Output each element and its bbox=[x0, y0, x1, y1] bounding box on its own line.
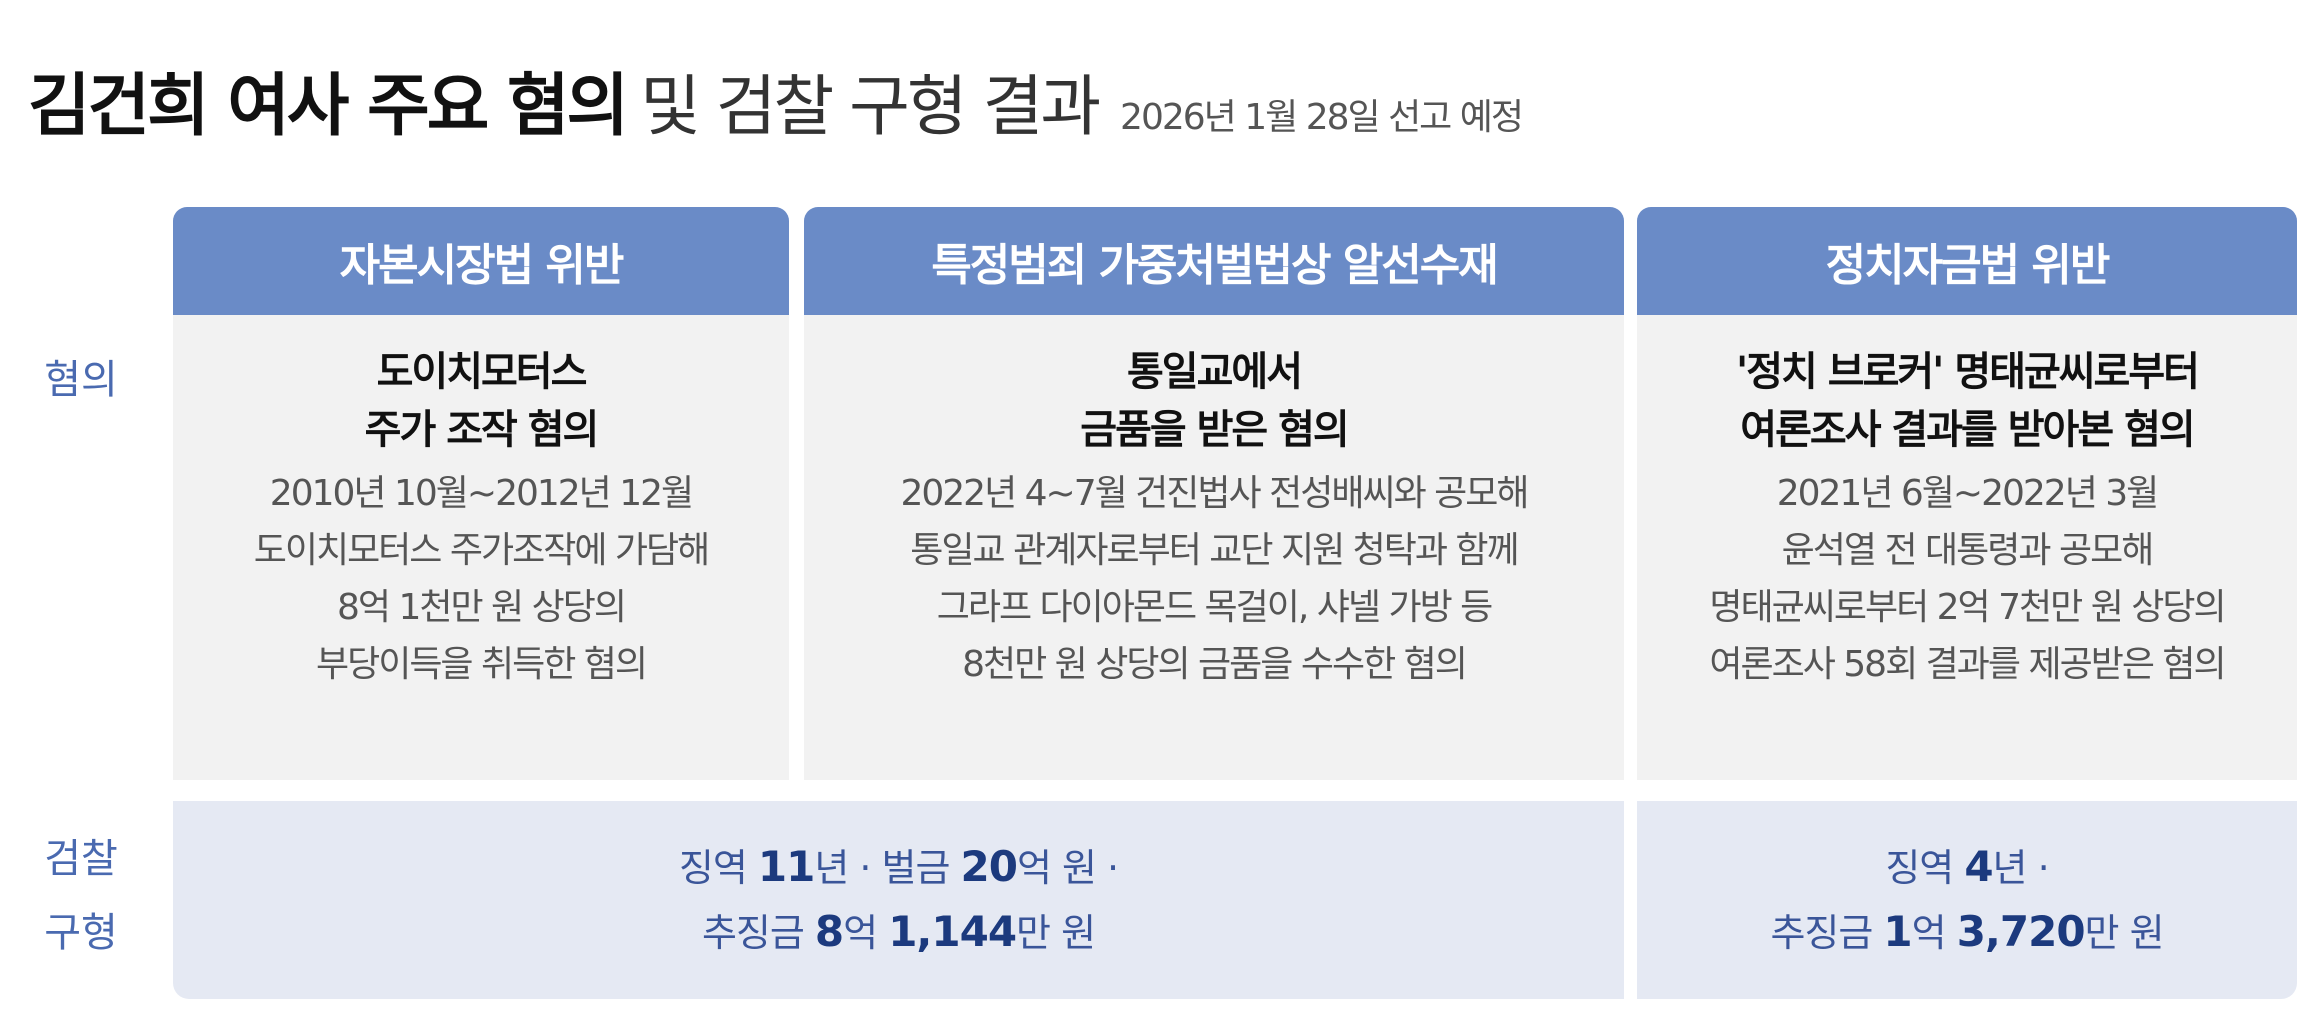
summary-line: 통일교에서 bbox=[1127, 349, 1303, 395]
sentence-line: 징역 4년 · bbox=[1770, 835, 2163, 900]
value: 11 bbox=[757, 842, 815, 891]
page-title: 김건희 여사 주요 혐의 및 검찰 구형 결과 2026년 1월 28일 선고 예정 bbox=[28, 50, 1524, 149]
column-header: 정치자금법 위반 bbox=[1637, 207, 2297, 315]
summary-line: '정치 브로커' 명태균씨로부터 bbox=[1736, 349, 2200, 395]
desc-line: 윤석열 전 대통령과 공모해 bbox=[1781, 530, 2155, 571]
text: 만 원 bbox=[2084, 911, 2165, 955]
desc-line: 2021년 6월~2022년 3월 bbox=[1776, 473, 2160, 514]
text: 억 bbox=[843, 911, 889, 955]
value: 1,144 bbox=[888, 907, 1017, 956]
desc-line: 2010년 10월~2012년 12월 bbox=[269, 473, 694, 514]
desc-line: 여론조사 58회 결과를 제공받은 혐의 bbox=[1709, 644, 2226, 685]
text: 억 bbox=[1911, 911, 1957, 955]
desc-line: 8천만 원 상당의 금품을 수수한 혐의 bbox=[962, 644, 1468, 685]
text: 추징금 bbox=[1770, 911, 1884, 955]
value: 1 bbox=[1883, 907, 1912, 956]
text: 징역 bbox=[1885, 846, 1965, 890]
value: 8 bbox=[814, 907, 844, 956]
desc-line: 부당이득을 취득한 혐의 bbox=[315, 644, 648, 685]
column-header: 특정범죄 가중처벌법상 알선수재 bbox=[804, 207, 1624, 315]
row-label-sentence-2: 구형 bbox=[44, 910, 118, 956]
column-header: 자본시장법 위반 bbox=[173, 207, 789, 315]
row-label-sentence-1: 검찰 bbox=[44, 836, 118, 882]
row-label-charge: 혐의 bbox=[44, 357, 118, 403]
summary-line: 주가 조작 혐의 bbox=[364, 407, 600, 453]
value: 4 bbox=[1964, 842, 1993, 891]
desc-line: 명태균씨로부터 2억 7천만 원 상당의 bbox=[1709, 587, 2226, 628]
sentence-line: 추징금 1억 3,720만 원 bbox=[1770, 900, 2165, 965]
sentence-line: 징역 11년 · 벌금 20억 원 · bbox=[678, 835, 1119, 900]
sentence-line: 추징금 8억 1,144만 원 bbox=[679, 900, 1118, 965]
summary-line: 금품을 받은 혐의 bbox=[1080, 407, 1349, 453]
value: 20 bbox=[960, 842, 1018, 891]
title-subtitle: 2026년 1월 28일 선고 예정 bbox=[1120, 97, 1524, 138]
desc-line: 2022년 4~7월 건진법사 전성배씨와 공모해 bbox=[900, 473, 1529, 514]
desc-line: 8억 1천만 원 상당의 bbox=[337, 587, 627, 628]
title-light: 및 검찰 구형 결과 bbox=[640, 68, 1101, 145]
text: 년 · 벌금 bbox=[814, 846, 961, 890]
text: 추징금 bbox=[701, 911, 815, 955]
desc-line: 그라프 다이아몬드 목걸이, 샤넬 가방 등 bbox=[936, 587, 1494, 628]
text: 년 · bbox=[1992, 846, 2050, 890]
title-bold: 김건희 여사 주요 혐의 bbox=[28, 67, 629, 146]
desc-line: 통일교 관계자로부터 교단 지원 청탁과 함께 bbox=[910, 530, 1519, 571]
summary-line: 도이치모터스 bbox=[376, 349, 588, 395]
sentence-cell: 징역 11년 · 벌금 20억 원 · 추징금 8억 1,144만 원 bbox=[173, 801, 1624, 999]
summary-line: 여론조사 결과를 받아본 혐의 bbox=[1740, 407, 2195, 453]
text: 만 원 bbox=[1016, 911, 1096, 955]
text: 억 원 · bbox=[1016, 846, 1119, 890]
sentence-cell: 징역 4년 · 추징금 1억 3,720만 원 bbox=[1637, 801, 2297, 999]
value: 3,720 bbox=[1956, 907, 2086, 956]
desc-line: 도이치모터스 주가조작에 가담해 bbox=[253, 530, 711, 571]
text: 징역 bbox=[678, 846, 758, 890]
charge-cell: 도이치모터스 주가 조작 혐의 2010년 10월~2012년 12월 도이치모터스… bbox=[173, 315, 789, 780]
